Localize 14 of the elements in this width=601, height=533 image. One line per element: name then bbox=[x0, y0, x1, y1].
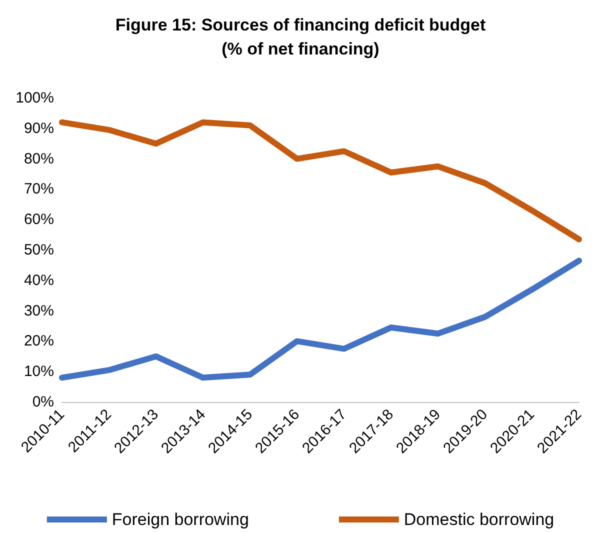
y-tick-label: 10% bbox=[24, 363, 54, 380]
y-tick-label: 80% bbox=[24, 150, 54, 168]
y-tick-label: 30% bbox=[24, 302, 54, 320]
y-tick-label: 20% bbox=[24, 332, 54, 350]
chart-title: Figure 15: Sources of financing deficit budget (% of net financing) bbox=[115, 16, 486, 58]
y-tick-label: 70% bbox=[24, 180, 54, 198]
y-tick-label: 0% bbox=[32, 394, 54, 410]
y-tick-label: 60% bbox=[24, 211, 54, 228]
legend-label: Foreign borrowing bbox=[112, 510, 249, 529]
y-tick-label: 50% bbox=[24, 242, 54, 258]
y-tick-label: 40% bbox=[24, 272, 54, 289]
y-tick-label: 100% bbox=[16, 90, 54, 106]
y-tick-label: 90% bbox=[24, 120, 54, 137]
legend-label: Domestic borrowing bbox=[404, 510, 554, 529]
